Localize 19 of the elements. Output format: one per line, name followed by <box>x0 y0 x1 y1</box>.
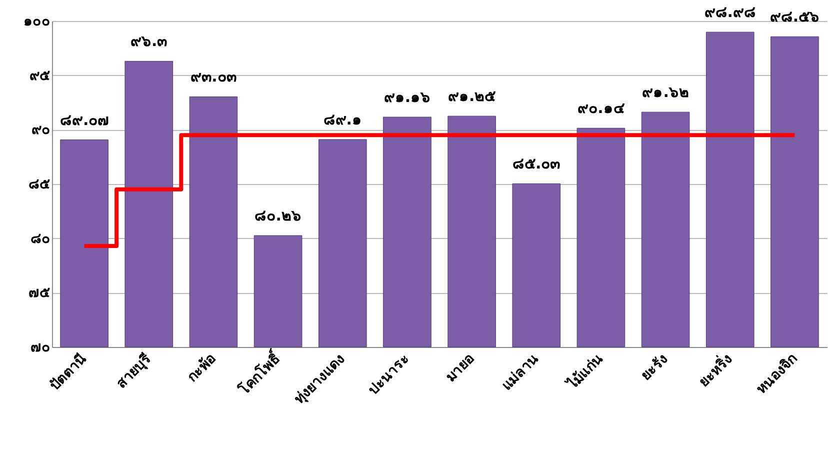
y-tick-label: ๘๕ <box>28 176 50 192</box>
y-tick-label: ๗๐ <box>30 340 50 356</box>
data-label: ๘๕.๐๓ <box>512 154 560 173</box>
data-label: ๙๑.๖๒ <box>642 83 689 102</box>
data-label: ๘๐.๒๖ <box>254 206 302 225</box>
data-label: ๙๐.๑๔ <box>578 99 626 118</box>
data-label: ๘๙.๐๗ <box>60 110 109 129</box>
data-label: ๙๓.๐๓ <box>190 68 236 86</box>
data-label: ๙๘.๙๘ <box>704 3 756 22</box>
y-tick-label: ๑๐๐ <box>24 14 50 30</box>
y-tick-label: ๙๕ <box>30 68 50 84</box>
data-label: ๘๙.๑ <box>323 110 362 128</box>
y-tick-label: ๗๕ <box>28 285 50 302</box>
data-label: ๙๑.๒๕ <box>448 87 497 106</box>
y-tick-label: ๘๐ <box>30 230 50 247</box>
data-label: ๙๑.๑๖ <box>384 88 431 106</box>
data-label: ๙๖.๓ <box>130 32 168 50</box>
y-tick-label: ๙๐ <box>32 122 50 138</box>
data-label: ๙๘.๕๖ <box>770 8 820 26</box>
